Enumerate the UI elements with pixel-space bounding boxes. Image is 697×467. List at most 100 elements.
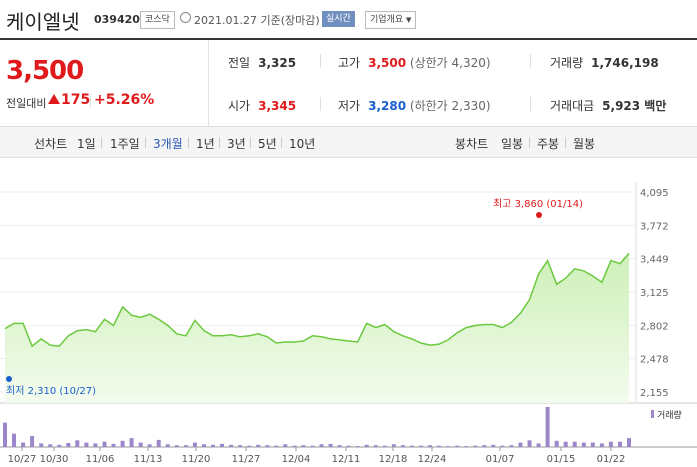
volume-bar [599,443,604,447]
volume-bar [75,440,80,447]
x-tick-label: 12/18 [379,454,408,465]
volume-bar [39,443,44,447]
x-tick-label: 11/27 [232,454,261,465]
change-percent: +5.26% [94,92,155,108]
volume-bar [301,445,306,447]
stock-code: 039420 [94,13,140,26]
tab-1d[interactable]: 1일 [77,137,96,151]
volume-bar [274,445,279,447]
prev-close: 전일 3,325 [228,56,297,70]
volume-bar [627,438,631,447]
volume-bar [12,433,16,447]
price-line [4,252,630,348]
x-tick-label: 12/04 [282,454,311,465]
change-label: 전일대비 [6,97,47,110]
volume-bar [400,445,405,447]
volume-bar [21,442,26,447]
volume-bar [572,441,577,447]
volume-legend: 거래량 [657,409,682,421]
volume-bar [120,440,125,447]
volume-bar [129,438,134,447]
volume-bar [165,444,170,447]
volume-bar [608,441,613,447]
candle-chart-label: 봉차트 [455,137,489,151]
volume-bar [57,444,62,447]
line-chart-label: 선차트 [34,137,68,151]
tab-5y[interactable]: 5년 [258,137,277,151]
volume-bar [66,443,71,447]
stock-name: 케이엘넷 [6,10,80,34]
stock-header: 케이엘넷 039420 코스닥 2021.01.27 기준(장마감) 실시간 기… [0,0,697,40]
realtime-button[interactable]: 실시간 [322,11,355,27]
current-price: 3,500 [6,56,84,86]
tab-10y[interactable]: 10년 [289,137,316,151]
volume-bar [30,435,35,447]
tab-1y[interactable]: 1년 [196,137,215,151]
low-price: 저가 3,280 (하한가 2,330) [338,99,491,113]
volume-legend-swatch [651,410,654,418]
volume-bar [355,446,360,447]
volume-bar [437,445,442,447]
volume-bar [292,445,297,447]
volume-bar [328,443,333,447]
volume-bar [428,445,432,447]
x-tick-label: 01/22 [597,454,626,465]
volume-bar [473,445,478,447]
tab-monthly[interactable]: 월봉 [573,137,596,151]
chart-tabs: 선차트 1일 1주일 3개월 1년 3년 5년 10년 봉차트 일봉 주봉 월봉 [0,127,697,158]
volume-bar [391,444,396,447]
x-tick-label: 01/15 [547,454,576,465]
max-label: 최고 3,860 (01/14) [493,198,583,210]
price-area [5,253,629,403]
volume-bar [590,442,595,447]
volume-bar [536,443,541,447]
min-marker [6,376,12,382]
volume-bar [446,446,451,447]
market-badge: 코스닥 [140,11,175,29]
volume-bar [563,441,568,447]
volume-bar [183,445,188,447]
trade-amount: 거래대금 5,923 백만 [550,99,667,113]
volume-bar [554,440,559,447]
tab-daily[interactable]: 일봉 [501,137,524,151]
corp-info-dropdown[interactable]: 기업개요 ▼ [365,11,417,29]
price-summary: 3,500 전일대비 175 +5.26% 전일 3,325 고가 3,500 (상… [0,40,697,127]
volume-bar [247,445,252,447]
volume-bar [581,442,586,447]
y-tick-label: 3,449 [640,255,669,266]
x-tick-label: 11/06 [86,454,115,465]
volume-bar [156,439,161,447]
volume-bar [93,443,98,447]
volume: 거래량 1,746,198 [550,56,659,70]
volume-bar [111,443,116,447]
volume-bar [229,444,234,447]
volume-bar [373,445,378,447]
tab-3m[interactable]: 3개월 [153,137,183,151]
price-chart: 4,095 3,772 3,449 3,125 2,802 2,478 2,155 10/2… [0,182,697,465]
volume-bar [346,445,351,447]
min-label: 최저 2,310 (10/27) [6,385,96,397]
tab-1w[interactable]: 1주일 [110,137,140,151]
open-price: 시가 3,345 [228,99,297,113]
y-tick-label: 3,125 [640,288,669,299]
volume-bar [310,445,315,447]
volume-bar [211,444,215,447]
x-tick-label: 10/30 [40,454,69,465]
x-tick-label: 10/27 [8,454,37,465]
volume-bar [84,442,89,447]
up-triangle-icon [48,94,60,104]
y-tick-label: 2,155 [640,388,669,399]
volume-bar [527,440,532,447]
volume-bar [382,445,387,447]
volume-bar [102,441,107,447]
volume-bar [265,445,270,447]
y-tick-label: 2,802 [640,321,669,332]
volume-bar [147,444,152,447]
high-price: 고가 3,500 (상한가 4,320) [338,56,491,70]
max-marker [536,212,542,218]
tab-3y[interactable]: 3년 [227,137,246,151]
volume-bar [464,446,469,447]
tab-weekly[interactable]: 주봉 [537,137,560,151]
volume-bar [419,445,423,447]
volume-bar [3,422,7,447]
